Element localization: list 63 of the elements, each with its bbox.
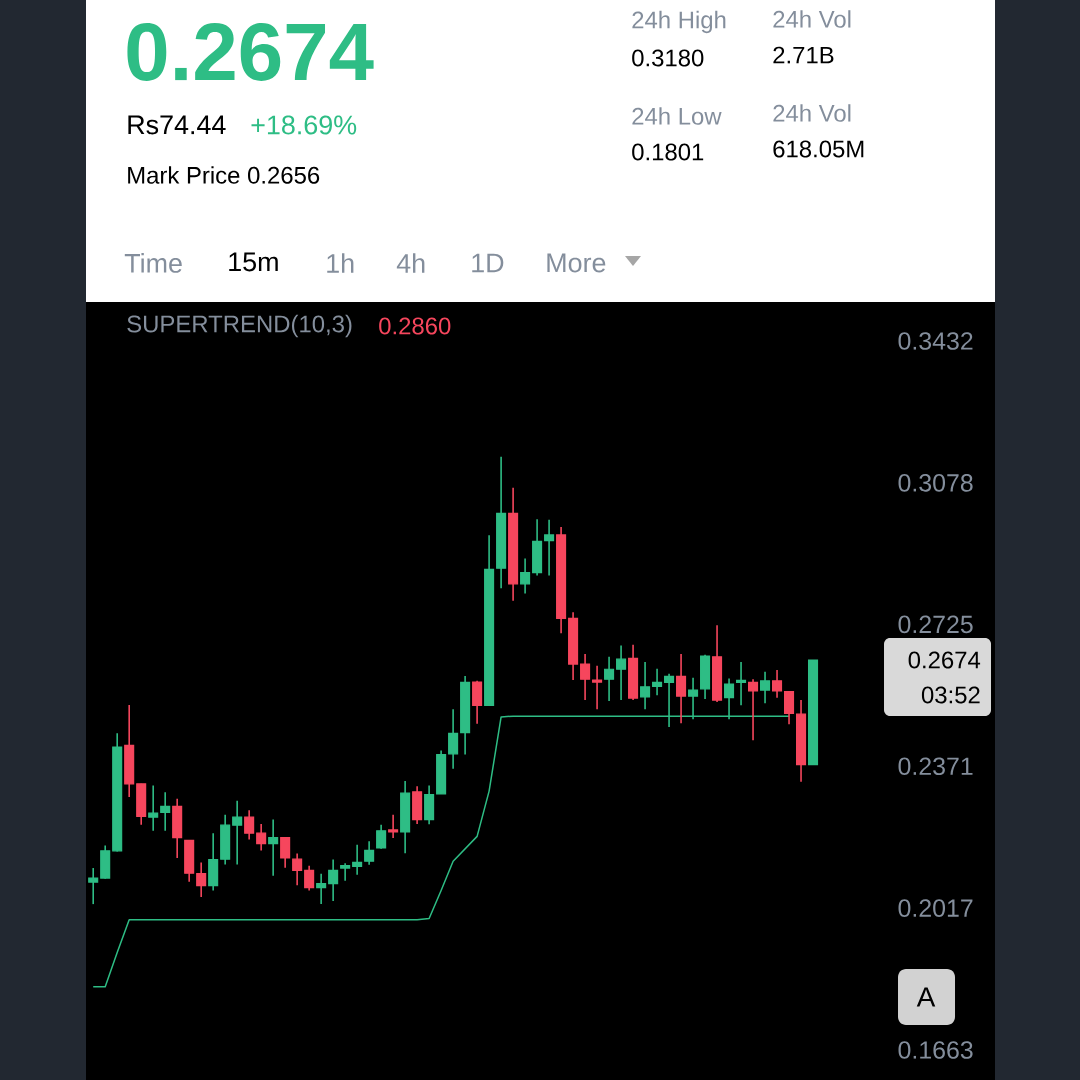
candlestick	[292, 852, 303, 887]
text: 15m	[229, 252, 278, 272]
candlestick	[352, 843, 363, 876]
candlestick	[316, 872, 327, 905]
text: +18.69%	[251, 115, 357, 135]
y-tick-label: 0.2017	[898, 899, 973, 917]
text: 0.3180	[632, 49, 704, 67]
text: 24h High	[632, 10, 726, 34]
text: 618.05M	[773, 140, 864, 158]
candlestick	[280, 836, 291, 869]
text: 0.2674	[908, 651, 981, 669]
candlestick	[616, 644, 627, 701]
text: 0.1801	[632, 143, 704, 161]
candlestick	[232, 799, 243, 866]
candlestick	[604, 656, 615, 702]
candlestick	[580, 653, 591, 701]
candlestick	[256, 823, 267, 852]
candlestick	[340, 862, 351, 882]
candlestick	[772, 669, 783, 699]
candlestick	[244, 809, 255, 841]
candlestick	[736, 661, 747, 707]
candlestick	[472, 680, 483, 725]
text: 4h	[396, 253, 425, 273]
candlestick	[544, 518, 555, 577]
candlestick	[268, 818, 279, 877]
candlestick	[160, 791, 171, 832]
text: 0.2860	[379, 317, 451, 335]
text: 24h Vol	[773, 10, 851, 28]
candlestick	[388, 813, 399, 839]
candlestick	[676, 653, 687, 725]
candlestick	[196, 861, 207, 898]
text: 2.71B	[773, 46, 834, 64]
candlestick	[148, 784, 159, 832]
text: 24h Vol	[773, 104, 851, 122]
y-tick-label: 0.3078	[898, 474, 973, 492]
text: 1D	[472, 253, 504, 273]
text: SUPERTREND(10,3)	[127, 314, 352, 338]
text: A	[916, 987, 936, 1007]
y-tick-label: 0.1663	[898, 1041, 973, 1059]
candlestick	[376, 823, 387, 850]
y-tick-label: 0.2725	[898, 615, 973, 634]
text: 03:52	[921, 686, 980, 704]
candlestick	[592, 664, 603, 711]
candlestick	[448, 708, 459, 770]
candlestick	[652, 668, 663, 697]
text: More	[547, 253, 606, 273]
text: Rs74.44	[128, 115, 226, 135]
candlestick	[328, 858, 339, 902]
candlestick	[364, 840, 375, 866]
candlestick	[748, 678, 759, 741]
y-tick-label: 0.2371	[898, 757, 973, 776]
text: Mark Price 0.2656	[128, 166, 320, 184]
y-tick-label: 0.3432	[898, 332, 973, 350]
text: 0.2674	[127, 23, 374, 81]
text: 24h Low	[632, 107, 722, 125]
candlestick	[304, 864, 315, 892]
candlestick	[784, 690, 795, 725]
candlestick	[88, 867, 99, 905]
candlestick	[760, 670, 771, 705]
text: 1h	[327, 253, 354, 273]
candlestick	[520, 557, 531, 595]
candlestick	[640, 661, 651, 711]
text: Time	[124, 253, 182, 273]
